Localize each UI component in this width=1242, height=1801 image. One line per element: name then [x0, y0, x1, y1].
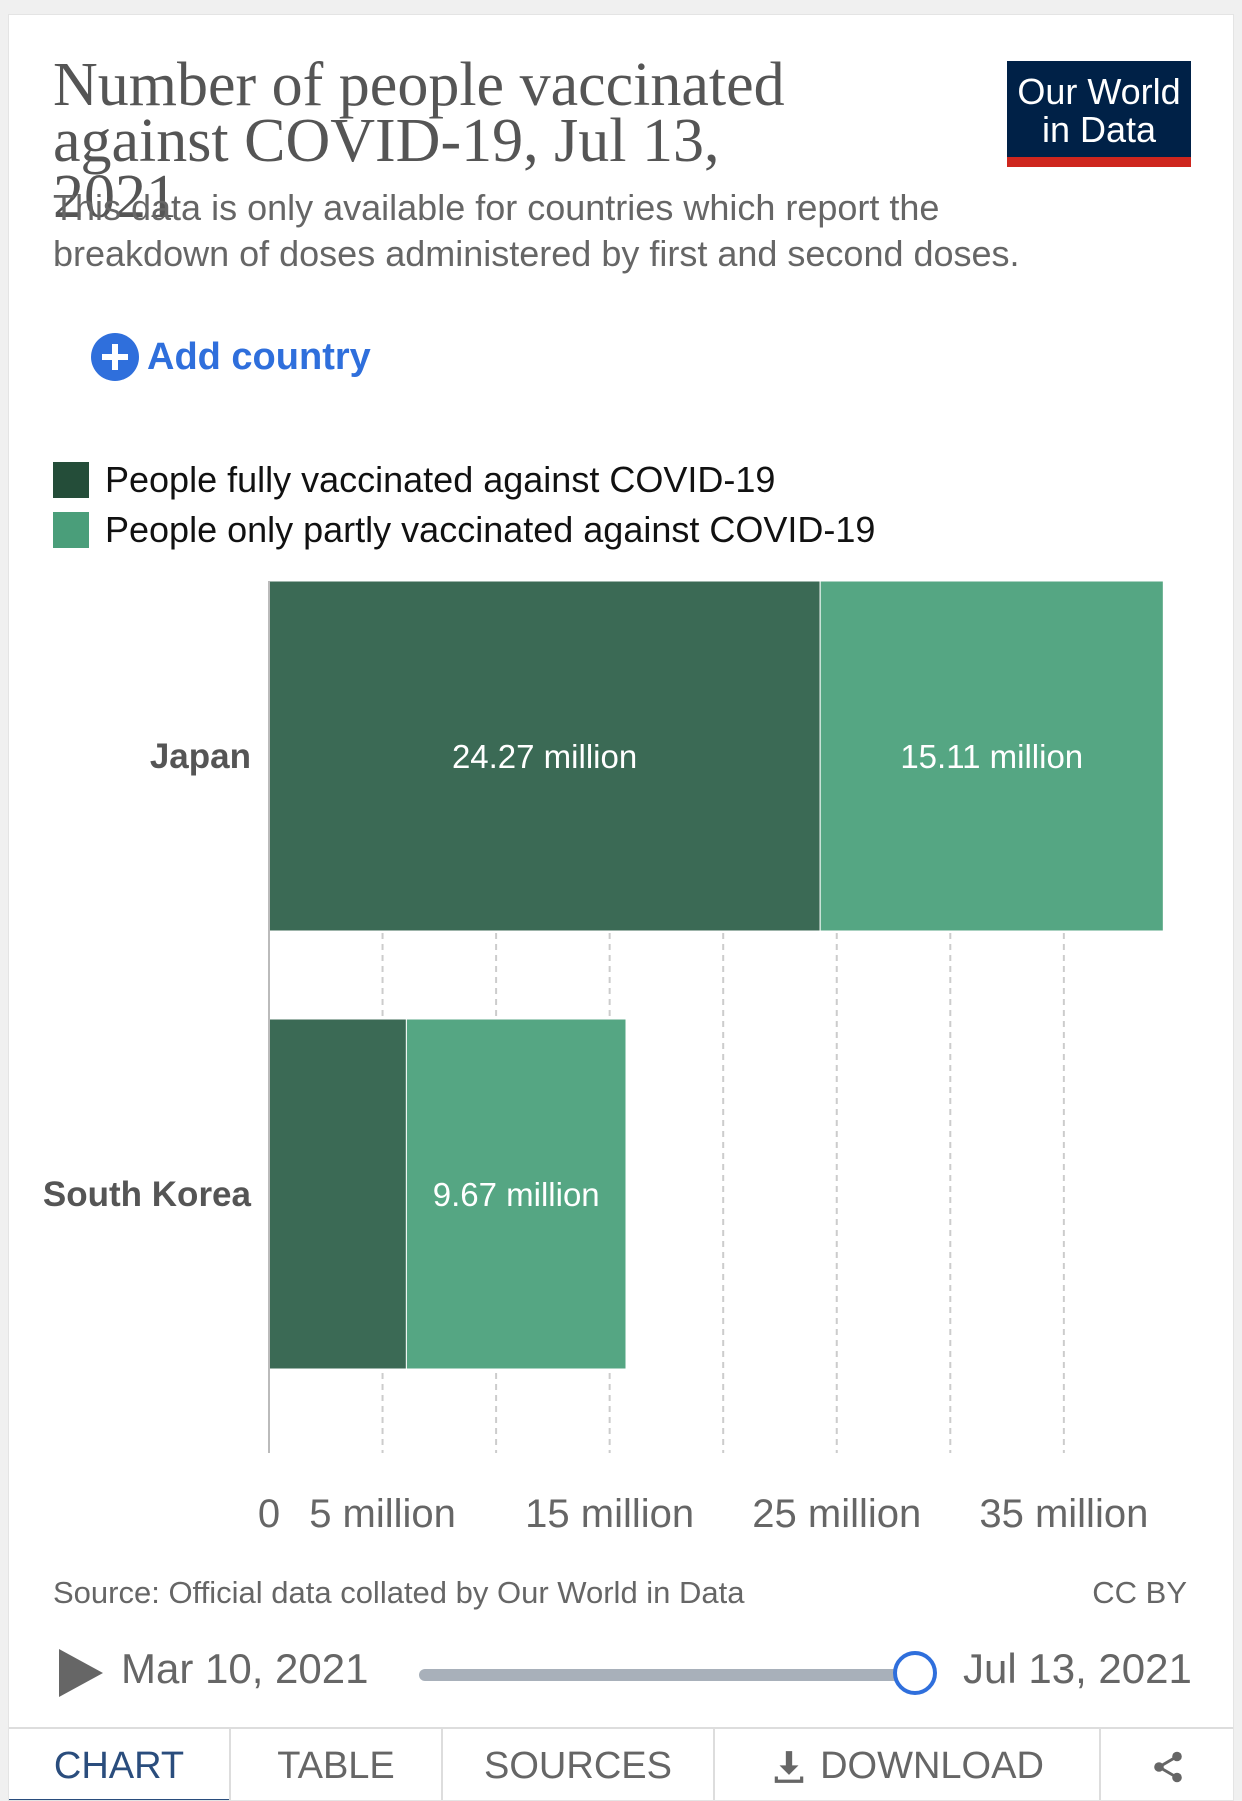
timeline-handle[interactable] [893, 1651, 937, 1695]
bar-chart: 24.27 million 15.11 million Japan 9.67 mill… [43, 580, 1164, 1536]
logo-line-1: Our World [1017, 71, 1181, 112]
download-icon [774, 1750, 804, 1783]
tab-sources[interactable]: SOURCES [443, 1729, 715, 1800]
add-country-button[interactable]: Add country [91, 331, 371, 383]
bar-japan-series-1[interactable] [819, 580, 1164, 932]
tab-download-label: DOWNLOAD [820, 1745, 1044, 1787]
share-button[interactable] [1101, 1729, 1233, 1800]
x-tick-label: 15 million [525, 1492, 694, 1536]
tab-sources-label: SOURCES [484, 1745, 672, 1787]
timeline-start-date: Mar 10, 2021 [121, 1645, 369, 1692]
license-link[interactable]: CC BY [1092, 1575, 1187, 1610]
x-tick-label: 35 million [979, 1492, 1148, 1536]
chart-card: Number of people vaccinated against COVI… [8, 14, 1234, 1801]
tab-bar: CHART TABLE SOURCES DOWNLOAD [9, 1727, 1233, 1800]
bar-japan-series-0[interactable] [268, 580, 821, 932]
tab-table-label: TABLE [277, 1745, 395, 1787]
bar-south-korea-series-0[interactable] [268, 1018, 407, 1370]
bar-value-label: 24.27 million [452, 738, 637, 775]
tab-chart-label: CHART [53, 1745, 185, 1787]
logo-bar [1007, 157, 1191, 167]
bar-value-label: 9.67 million [433, 1176, 600, 1213]
bar-south-korea-series-1[interactable] [405, 1018, 627, 1370]
timeline: Mar 10, 2021 Jul 13, 2021 [9, 1635, 1233, 1715]
bar-value-label: 15.11 million [900, 738, 1083, 775]
legend-label-partly: People only partly vaccinated against CO… [105, 509, 876, 550]
legend-label-fully: People fully vaccinated against COVID-19 [105, 459, 776, 500]
legend-swatch-partly [53, 512, 89, 548]
tab-table[interactable]: TABLE [231, 1729, 443, 1800]
category-label: Japan [150, 737, 251, 776]
chart-subtitle: This data is only available for countrie… [53, 187, 1020, 274]
legend-swatch-fully [53, 462, 89, 498]
legend-item-fully[interactable]: People fully vaccinated against COVID-19 [53, 455, 875, 505]
source-note: Source: Official data collated by Our Wo… [53, 1575, 745, 1610]
add-country-label: Add country [147, 335, 371, 378]
share-icon [1154, 1751, 1182, 1782]
owid-logo[interactable]: Our World in Data [1007, 61, 1191, 167]
legend: People fully vaccinated against COVID-19… [53, 455, 875, 555]
logo-line-2: in Data [1041, 109, 1157, 150]
tab-chart[interactable]: CHART [9, 1729, 231, 1800]
tab-download[interactable]: DOWNLOAD [715, 1729, 1101, 1800]
plus-circle-icon [91, 333, 139, 381]
timeline-track[interactable] [419, 1669, 919, 1681]
x-tick-label: 0 [258, 1492, 280, 1536]
x-tick-label: 5 million [309, 1492, 456, 1536]
legend-item-partly[interactable]: People only partly vaccinated against CO… [53, 505, 875, 555]
timeline-end-date: Jul 13, 2021 [963, 1645, 1192, 1692]
play-icon[interactable] [59, 1649, 103, 1697]
category-label: South Korea [43, 1175, 252, 1214]
x-tick-label: 25 million [752, 1492, 921, 1536]
chart-title: Number of people vaccinated against COVI… [53, 51, 785, 231]
